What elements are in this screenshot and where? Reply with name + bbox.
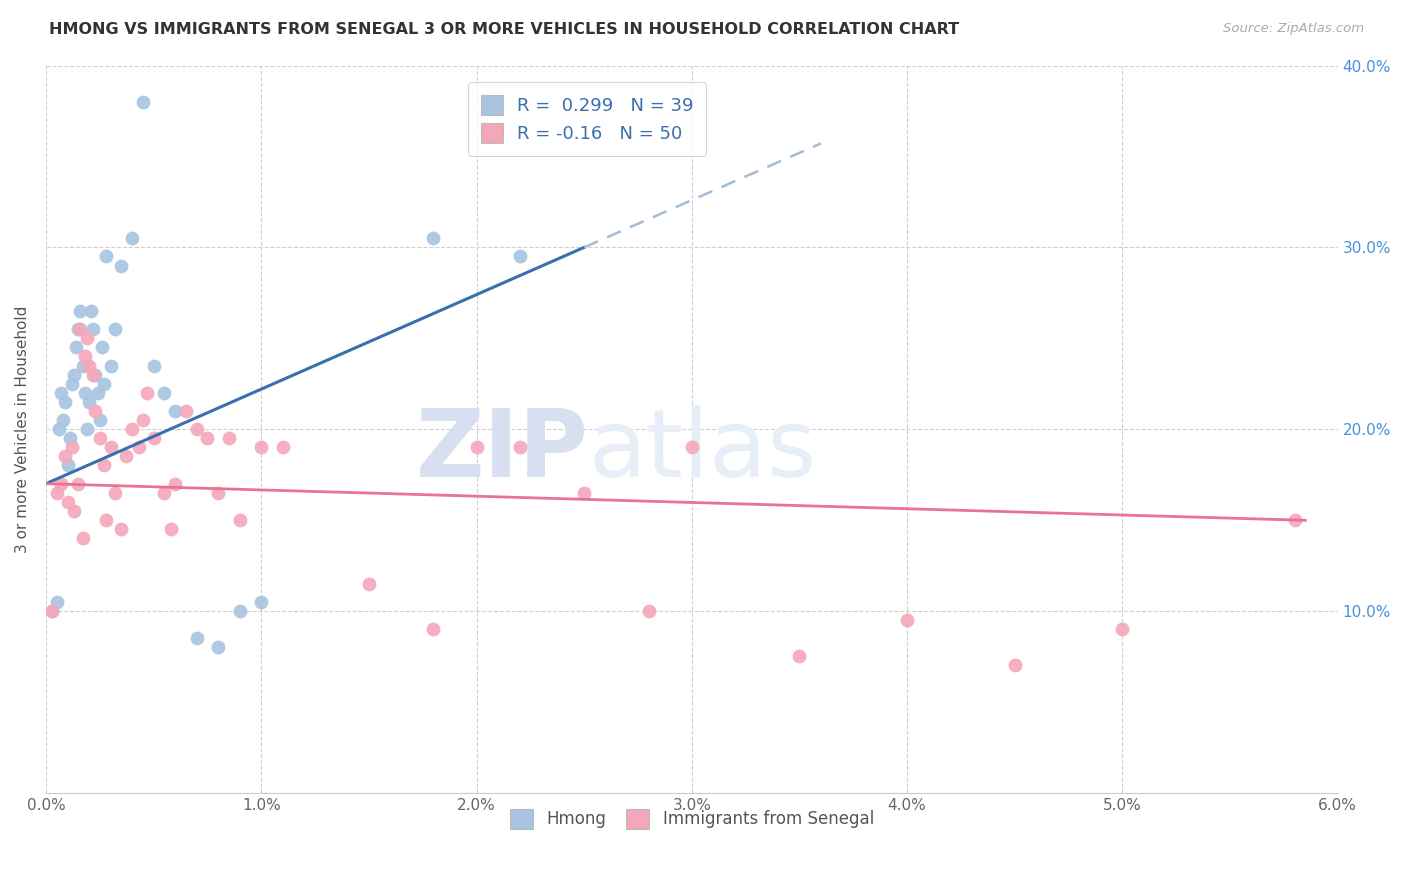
Text: HMONG VS IMMIGRANTS FROM SENEGAL 3 OR MORE VEHICLES IN HOUSEHOLD CORRELATION CHA: HMONG VS IMMIGRANTS FROM SENEGAL 3 OR MO… [49, 22, 959, 37]
Point [121, 422, 143, 436]
Point [228, 513, 250, 527]
Point [357, 576, 380, 591]
Point [789, 649, 811, 664]
Point [63, 504, 86, 518]
Point [271, 440, 294, 454]
Point [93, 376, 115, 391]
Point [96, 513, 118, 527]
Point [53, 450, 76, 464]
Point [160, 522, 183, 536]
Point [93, 458, 115, 473]
Point [84, 368, 107, 382]
Text: atlas: atlas [589, 405, 817, 497]
Point [572, 485, 595, 500]
Point [153, 385, 176, 400]
Point [136, 385, 159, 400]
Point [1111, 622, 1133, 636]
Point [60, 376, 83, 391]
Point [681, 440, 703, 454]
Point [77, 395, 100, 409]
Point [114, 450, 136, 464]
Point [49, 476, 72, 491]
Point [100, 440, 122, 454]
Point [422, 231, 444, 245]
Point [197, 431, 219, 445]
Point [65, 340, 87, 354]
Point [96, 250, 118, 264]
Point [132, 95, 155, 109]
Legend: Hmong, Immigrants from Senegal: Hmong, Immigrants from Senegal [503, 803, 880, 835]
Point [1004, 658, 1026, 673]
Point [53, 395, 76, 409]
Point [73, 385, 96, 400]
Point [56, 458, 79, 473]
Point [121, 231, 143, 245]
Point [509, 440, 531, 454]
Point [142, 359, 165, 373]
Point [82, 368, 104, 382]
Point [132, 413, 155, 427]
Point [49, 385, 72, 400]
Point [48, 422, 70, 436]
Point [91, 340, 114, 354]
Point [86, 385, 108, 400]
Point [45, 595, 67, 609]
Text: Source: ZipAtlas.com: Source: ZipAtlas.com [1223, 22, 1364, 36]
Point [60, 440, 83, 454]
Point [76, 422, 98, 436]
Point [896, 613, 918, 627]
Point [142, 431, 165, 445]
Point [69, 322, 91, 336]
Point [186, 422, 208, 436]
Point [153, 485, 176, 500]
Point [465, 440, 488, 454]
Point [104, 485, 127, 500]
Point [89, 413, 111, 427]
Y-axis label: 3 or more Vehicles in Household: 3 or more Vehicles in Household [15, 305, 30, 553]
Point [186, 631, 208, 645]
Point [72, 359, 94, 373]
Point [110, 259, 132, 273]
Point [63, 368, 86, 382]
Point [1284, 513, 1306, 527]
Point [165, 404, 187, 418]
Point [59, 431, 82, 445]
Point [52, 413, 75, 427]
Point [41, 604, 63, 618]
Point [100, 359, 122, 373]
Point [76, 331, 98, 345]
Point [207, 485, 229, 500]
Point [218, 431, 240, 445]
Point [69, 304, 91, 318]
Point [45, 485, 67, 500]
Point [207, 640, 229, 655]
Point [41, 604, 63, 618]
Point [82, 322, 104, 336]
Point [89, 431, 111, 445]
Point [228, 604, 250, 618]
Point [509, 250, 531, 264]
Point [250, 595, 273, 609]
Point [67, 322, 90, 336]
Text: ZIP: ZIP [416, 405, 589, 497]
Point [174, 404, 197, 418]
Point [84, 404, 107, 418]
Point [110, 522, 132, 536]
Point [80, 304, 103, 318]
Point [72, 531, 94, 545]
Point [104, 322, 127, 336]
Point [637, 604, 659, 618]
Point [56, 495, 79, 509]
Point [77, 359, 100, 373]
Point [422, 622, 444, 636]
Point [250, 440, 273, 454]
Point [128, 440, 150, 454]
Point [73, 350, 96, 364]
Point [67, 476, 90, 491]
Point [165, 476, 187, 491]
